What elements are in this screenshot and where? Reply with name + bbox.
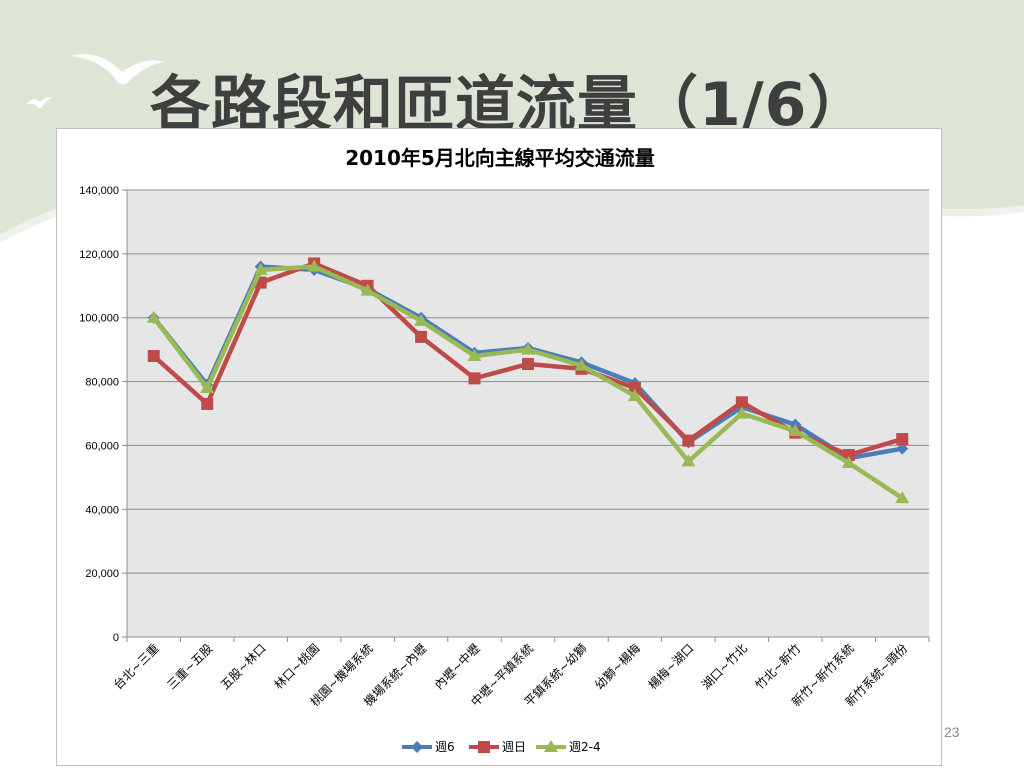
data-point — [735, 396, 748, 409]
bird-icon — [70, 54, 165, 85]
data-point — [895, 491, 910, 504]
data-point — [842, 449, 855, 462]
data-point — [681, 454, 696, 467]
data-point — [253, 262, 268, 275]
y-tick-label: 80,000 — [85, 377, 119, 389]
legend-item: 週6 — [402, 740, 455, 754]
data-point — [841, 455, 856, 468]
data-point — [682, 434, 695, 447]
data-point — [522, 358, 534, 371]
x-tick-label: 五股~林口 — [218, 641, 269, 692]
x-tick-label: 三重~五股 — [164, 641, 215, 692]
y-tick-label: 100,000 — [79, 313, 119, 325]
plot-area — [127, 190, 929, 637]
data-point — [478, 741, 490, 753]
chart-frame: 2010年5月北向主線平均交通流量 0 20,000 40,000 60,000 80,0… — [56, 128, 942, 766]
data-point — [734, 406, 749, 419]
page-number: 23 — [944, 724, 960, 740]
data-point — [411, 741, 423, 753]
data-point — [896, 442, 909, 455]
data-point — [788, 424, 803, 437]
x-tick-label: 竹北~新竹 — [752, 641, 804, 693]
x-tick-label: 湖口~竹北 — [698, 641, 750, 693]
x-tick-label: 林口~桃園 — [271, 641, 323, 693]
x-tick-label: 台北~三重 — [110, 641, 162, 693]
data-point — [360, 283, 375, 296]
y-tick-label: 60,000 — [85, 440, 119, 452]
x-tick-label: 幼獅~楊梅 — [591, 641, 643, 693]
y-tick-label: 120,000 — [79, 249, 119, 261]
data-point — [146, 310, 161, 323]
y-tick-label: 0 — [113, 632, 119, 644]
data-point — [200, 380, 215, 393]
legend-label: 週6 — [435, 740, 455, 754]
data-point — [307, 259, 322, 272]
line-chart: 2010年5月北向主線平均交通流量 0 20,000 40,000 60,000 80,0… — [79, 146, 930, 754]
y-tick-label: 40,000 — [85, 504, 119, 516]
data-point — [414, 313, 429, 326]
legend-item: 週2-4 — [536, 740, 601, 754]
series-triangle — [146, 259, 910, 504]
data-point — [574, 358, 589, 371]
x-tick-label: 內壢~中壢 — [431, 641, 483, 693]
y-tick-label: 20,000 — [85, 568, 119, 580]
data-point — [468, 372, 481, 385]
chart-title: 2010年5月北向主線平均交通流量 — [345, 146, 655, 170]
data-point — [147, 350, 160, 363]
legend-label: 週2-4 — [569, 740, 601, 754]
legend-label: 週日 — [502, 740, 526, 754]
series-square — [147, 257, 909, 462]
bird-icon — [26, 97, 52, 109]
data-point — [627, 388, 642, 401]
legend-item: 週日 — [469, 740, 526, 754]
data-point — [201, 397, 214, 410]
data-point — [544, 740, 558, 752]
x-tick-label: 楊梅~湖口 — [645, 641, 697, 693]
data-point — [896, 433, 909, 446]
data-point — [628, 381, 641, 394]
data-point — [521, 342, 535, 355]
data-point — [467, 349, 482, 362]
y-tick-label: 140,000 — [79, 185, 119, 197]
data-point — [415, 330, 428, 343]
